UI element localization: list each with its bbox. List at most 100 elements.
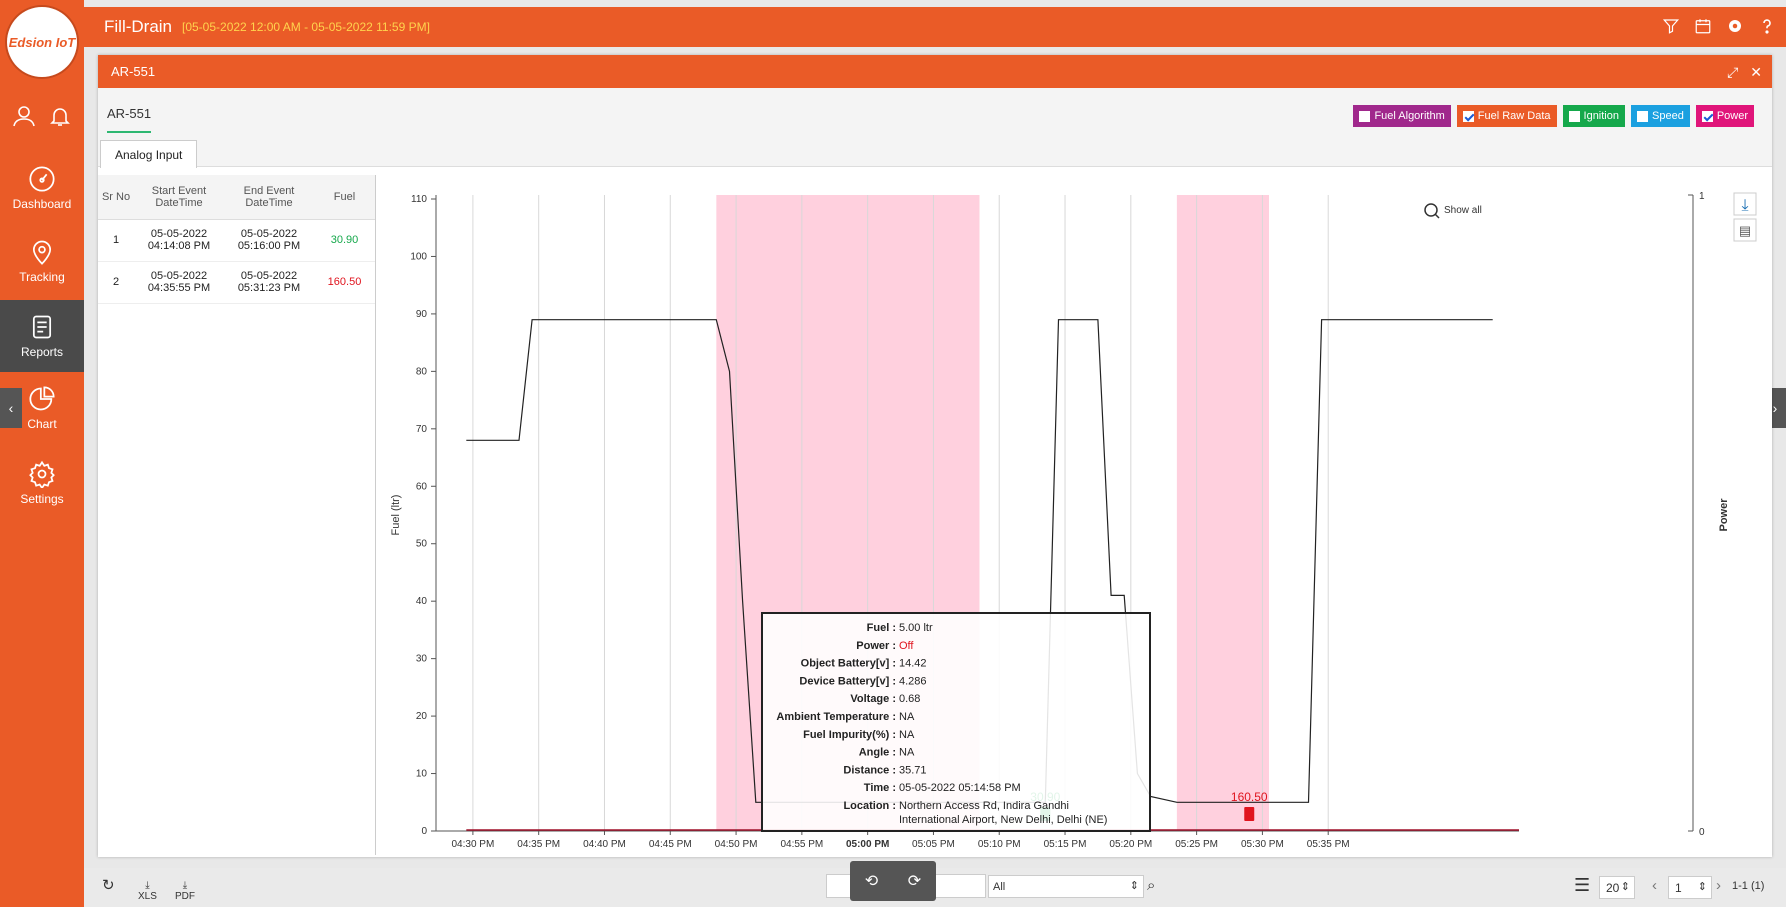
sidebar-item-label: Settings <box>20 492 64 506</box>
table-row[interactable]: 1 05-05-2022 04:14:08 PM 05-05-2022 05:1… <box>98 219 375 262</box>
zoom-icon[interactable] <box>1424 203 1438 217</box>
cell-end: 05-05-2022 05:31:23 PM <box>224 261 314 304</box>
checkbox-icon <box>1462 110 1474 122</box>
app-logo[interactable]: Edsion IoT <box>7 7 77 77</box>
report-icon <box>32 315 52 339</box>
bell-icon[interactable] <box>48 104 72 128</box>
download-chart-icon[interactable] <box>1733 192 1757 216</box>
table-header-row: Sr No Start Event DateTime End Event Dat… <box>98 175 375 220</box>
y-axis-label: Fuel (ltr) <box>390 495 402 536</box>
page-number-select[interactable]: 1 <box>1668 876 1712 899</box>
legend-label: Fuel Raw Data <box>1477 110 1551 122</box>
filter-icon[interactable] <box>1662 17 1680 35</box>
tooltip-value: 4.286 <box>899 675 927 687</box>
page-title: Fill-Drain <box>104 17 172 36</box>
tooltip-value: 14.42 <box>899 658 927 670</box>
panel-title: AR-551 <box>111 64 156 79</box>
page-info: 1-1 (1) <box>1732 880 1765 892</box>
sidebar-item-settings[interactable]: Settings <box>0 447 84 519</box>
sub-tabs: Analog Input <box>98 139 1772 168</box>
user-icon[interactable] <box>12 104 36 128</box>
date-range[interactable]: [05-05-2022 12:00 AM - 05-05-2022 11:59 … <box>182 20 430 34</box>
y2-tick-label: 1 <box>1699 191 1705 202</box>
cell-sr: 1 <box>98 219 134 262</box>
sidebar: Edsion IoT Dashboard Tracking Reports Ch… <box>0 0 84 907</box>
settings-icon[interactable] <box>1726 17 1744 35</box>
document-icon[interactable] <box>1733 218 1757 242</box>
download-icon: ⤓ <box>182 880 188 891</box>
download-icon: ⤓ <box>145 880 150 891</box>
export-pdf-button[interactable]: ⤓ PDF <box>175 880 195 902</box>
top-header: Fill-Drain [05-05-2022 12:00 AM - 05-05-… <box>84 7 1786 47</box>
search-icon[interactable]: ⌕ <box>1147 877 1156 894</box>
sidebar-item-reports[interactable]: Reports <box>0 300 84 372</box>
legend-label: Power <box>1716 110 1748 122</box>
chevron-right-icon: › <box>1772 400 1778 416</box>
chart-legend: Fuel Algorithm Fuel Raw Data Ignition Speed… <box>1353 105 1754 127</box>
tooltip-value: Off <box>899 640 914 652</box>
help-icon[interactable] <box>1758 17 1776 35</box>
sidebar-collapse-toggle[interactable]: ‹ <box>0 388 22 428</box>
tooltip-value: NA <box>899 711 915 723</box>
page-size-select[interactable]: 20 <box>1599 876 1635 899</box>
events-table: Sr No Start Event DateTime End Event Dat… <box>98 175 375 304</box>
legend-toggle-power[interactable]: Power <box>1695 105 1754 127</box>
tooltip-key: Voltage : <box>850 693 896 705</box>
y-tick-label: 40 <box>416 596 428 607</box>
legend-toggle-fuel-raw-data[interactable]: Fuel Raw Data <box>1456 105 1557 127</box>
x-tick-label: 05:00 PM <box>846 839 889 850</box>
vehicle-tab[interactable]: AR-551 <box>107 106 152 133</box>
y-tick-label: 10 <box>416 769 428 780</box>
tab-analog-input[interactable]: Analog Input <box>100 140 198 168</box>
y-tick-label: 50 <box>416 539 428 550</box>
fuel-chart[interactable]: 04:30 PM 04:35 PM 04:40 PM 04:45 PM 04:50 PM… <box>377 175 1772 874</box>
sidebar-item-chart[interactable]: Chart <box>0 372 84 444</box>
legend-toggle-speed[interactable]: Speed <box>1631 105 1690 127</box>
legend-toggle-ignition[interactable]: Ignition <box>1562 105 1625 127</box>
next-page-icon[interactable]: › <box>1716 877 1721 894</box>
cell-start: 05-05-2022 04:35:55 PM <box>134 261 224 304</box>
sidebar-item-label: Chart <box>27 417 57 431</box>
cell-start: 05-05-2022 04:14:08 PM <box>134 219 224 262</box>
checkbox-icon <box>1701 110 1713 122</box>
rotate-left-icon[interactable]: ⟲ <box>864 873 879 890</box>
sidebar-item-dashboard[interactable]: Dashboard <box>0 152 84 224</box>
location-pin-icon <box>32 240 52 265</box>
data-tooltip <box>761 612 1151 832</box>
calendar-icon[interactable] <box>1694 17 1712 35</box>
expand-icon[interactable]: ⤢ <box>1727 64 1739 80</box>
legend-toggle-fuel-algorithm[interactable]: Fuel Algorithm <box>1353 105 1451 127</box>
filter-select[interactable]: All <box>988 875 1144 898</box>
close-icon[interactable]: ✕ <box>1750 64 1762 80</box>
x-tick-label: 05:25 PM <box>1175 839 1218 850</box>
x-tick-label: 05:15 PM <box>1044 839 1087 850</box>
tooltip-key: Fuel Impurity(%) : <box>803 729 896 741</box>
events-table-area: Sr No Start Event DateTime End Event Dat… <box>98 175 376 855</box>
tooltip-key: Power : <box>856 640 896 652</box>
legend-label: Ignition <box>1583 110 1619 122</box>
prev-page-icon[interactable]: ‹ <box>1652 877 1657 894</box>
header-icons <box>1662 17 1776 35</box>
col-fuel[interactable]: Fuel <box>314 175 375 220</box>
x-tick-label: 04:30 PM <box>451 839 494 850</box>
x-tick-label: 05:20 PM <box>1109 839 1152 850</box>
y-tick-label: 0 <box>421 826 427 837</box>
pie-chart-icon <box>29 386 55 411</box>
power-off-band <box>1176 195 1269 831</box>
y-tick-label: 30 <box>416 654 428 665</box>
legend-label: Speed <box>1652 110 1684 122</box>
export-xls-button[interactable]: ⤓ XLS <box>138 880 157 902</box>
col-end-event[interactable]: End Event DateTime <box>224 175 314 220</box>
col-sr-no[interactable]: Sr No <box>98 175 134 220</box>
table-row[interactable]: 2 05-05-2022 04:35:55 PM 05-05-2022 05:3… <box>98 261 375 304</box>
rotate-right-icon[interactable]: ⟳ <box>907 873 922 890</box>
x-tick-label: 04:50 PM <box>715 839 758 850</box>
fuel-pump-icon[interactable] <box>1244 807 1255 821</box>
sidebar-item-tracking[interactable]: Tracking <box>0 225 84 297</box>
chevron-left-icon: ‹ <box>8 400 14 416</box>
cell-sr: 2 <box>98 261 134 304</box>
cell-end: 05-05-2022 05:16:00 PM <box>224 219 314 262</box>
col-start-event[interactable]: Start Event DateTime <box>134 175 224 220</box>
tooltip-key: Fuel : <box>867 622 896 634</box>
refresh-icon[interactable]: ↻ <box>102 877 115 894</box>
